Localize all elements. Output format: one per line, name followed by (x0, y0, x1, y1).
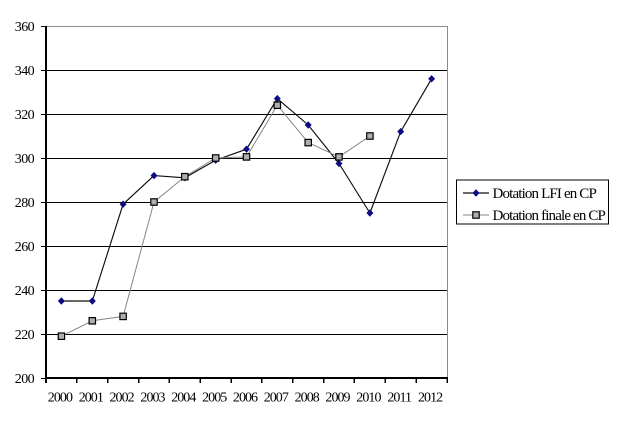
svg-text:2010: 2010 (356, 391, 381, 406)
svg-text:2011: 2011 (387, 391, 412, 406)
svg-text:320: 320 (15, 108, 35, 123)
svg-text:Dotation finale en CP: Dotation finale en CP (493, 208, 606, 224)
svg-text:2003: 2003 (140, 391, 165, 406)
svg-text:2012: 2012 (418, 391, 443, 406)
svg-text:2008: 2008 (295, 391, 320, 406)
svg-text:260: 260 (15, 240, 35, 255)
svg-text:2000: 2000 (48, 391, 73, 406)
svg-text:280: 280 (15, 196, 35, 211)
svg-text:240: 240 (15, 284, 35, 299)
svg-text:300: 300 (15, 152, 35, 167)
svg-text:2009: 2009 (325, 391, 350, 406)
svg-text:200: 200 (15, 372, 35, 387)
svg-text:2004: 2004 (171, 391, 196, 406)
svg-text:340: 340 (15, 64, 35, 79)
svg-text:360: 360 (15, 20, 35, 35)
svg-text:2007: 2007 (264, 391, 289, 406)
svg-text:2005: 2005 (202, 391, 227, 406)
svg-text:2006: 2006 (233, 391, 258, 406)
svg-text:Dotation LFI en CP: Dotation LFI en CP (493, 186, 597, 202)
svg-text:220: 220 (15, 328, 35, 343)
svg-text:2001: 2001 (79, 391, 104, 406)
svg-text:2002: 2002 (109, 391, 134, 406)
